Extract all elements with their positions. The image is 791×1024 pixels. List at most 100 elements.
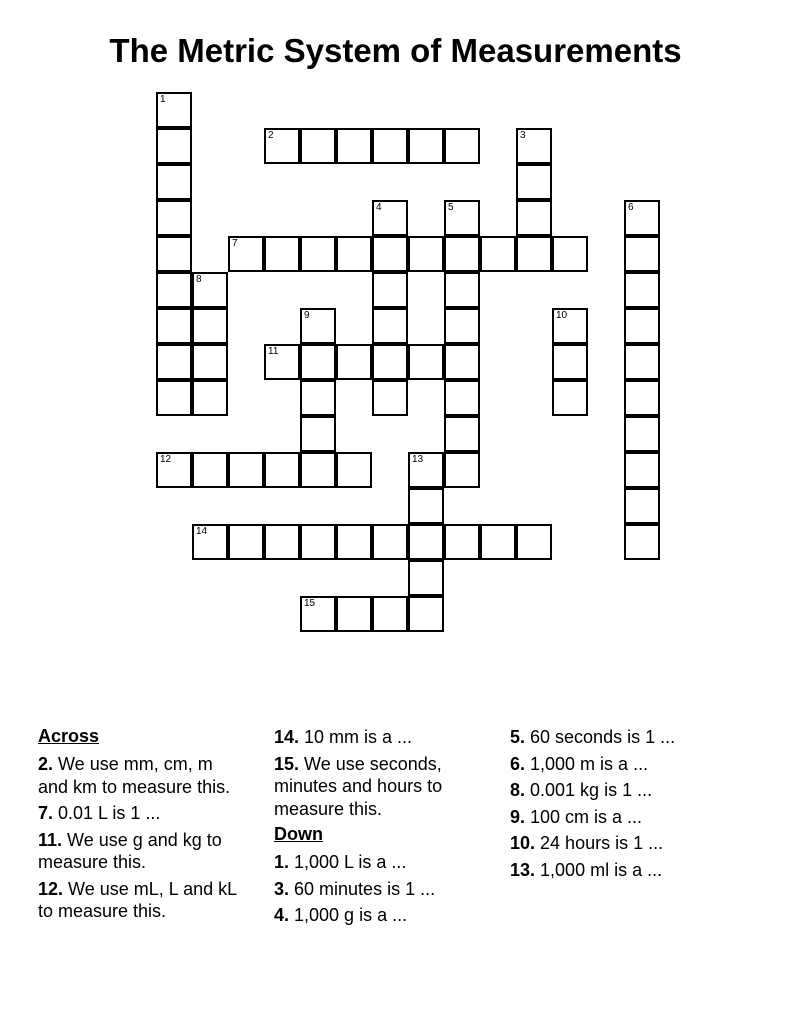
clue-column: 14. 10 mm is a ...15. We use seconds, mi… xyxy=(274,726,474,931)
crossword-cell[interactable]: 14 xyxy=(192,524,228,560)
clue-text: We use mL, L and kL to measure this. xyxy=(38,879,236,922)
crossword-cell[interactable]: 10 xyxy=(552,308,588,344)
crossword-cell[interactable] xyxy=(300,380,336,416)
crossword-cell[interactable]: 15 xyxy=(300,596,336,632)
crossword-cell[interactable] xyxy=(408,524,444,560)
crossword-cell[interactable] xyxy=(192,452,228,488)
crossword-cell[interactable] xyxy=(516,164,552,200)
crossword-cell[interactable] xyxy=(336,236,372,272)
crossword-cell[interactable] xyxy=(552,344,588,380)
crossword-cell[interactable] xyxy=(336,344,372,380)
crossword-cell[interactable] xyxy=(192,380,228,416)
crossword-cell[interactable] xyxy=(516,524,552,560)
crossword-cell[interactable]: 6 xyxy=(624,200,660,236)
crossword-cell[interactable] xyxy=(624,488,660,524)
crossword-cell[interactable]: 11 xyxy=(264,344,300,380)
crossword-cell[interactable] xyxy=(444,416,480,452)
crossword-cell[interactable] xyxy=(156,128,192,164)
crossword-cell[interactable] xyxy=(336,596,372,632)
crossword-cell[interactable] xyxy=(372,308,408,344)
clue-number: 15. xyxy=(274,754,299,774)
crossword-cell[interactable] xyxy=(192,344,228,380)
crossword-cell[interactable] xyxy=(408,488,444,524)
crossword-cell[interactable] xyxy=(300,344,336,380)
crossword-cell[interactable] xyxy=(372,524,408,560)
crossword-cell[interactable] xyxy=(480,524,516,560)
crossword-cell[interactable]: 12 xyxy=(156,452,192,488)
clue-number: 7. xyxy=(38,803,53,823)
clue-text: 0.01 L is 1 ... xyxy=(53,803,160,823)
crossword-cell[interactable] xyxy=(624,524,660,560)
crossword-cell[interactable] xyxy=(192,308,228,344)
crossword-cell[interactable] xyxy=(408,236,444,272)
crossword-cell[interactable] xyxy=(228,524,264,560)
crossword-cell[interactable] xyxy=(156,272,192,308)
crossword-cell[interactable] xyxy=(444,308,480,344)
clue-line: 5. 60 seconds is 1 ... xyxy=(510,726,710,749)
crossword-cell[interactable]: 13 xyxy=(408,452,444,488)
crossword-cell[interactable] xyxy=(336,128,372,164)
crossword-cell[interactable] xyxy=(372,128,408,164)
crossword-cell[interactable] xyxy=(300,128,336,164)
crossword-cell[interactable] xyxy=(624,380,660,416)
crossword-cell[interactable] xyxy=(336,524,372,560)
crossword-cell[interactable] xyxy=(444,128,480,164)
crossword-cell[interactable] xyxy=(264,524,300,560)
crossword-cell[interactable] xyxy=(516,200,552,236)
crossword-cell[interactable] xyxy=(624,272,660,308)
crossword-cell[interactable] xyxy=(300,236,336,272)
crossword-cell[interactable] xyxy=(408,596,444,632)
crossword-cell[interactable]: 9 xyxy=(300,308,336,344)
crossword-cell[interactable]: 7 xyxy=(228,236,264,272)
crossword-cell[interactable] xyxy=(372,380,408,416)
crossword-cell[interactable] xyxy=(372,236,408,272)
crossword-cell[interactable] xyxy=(156,236,192,272)
crossword-cell[interactable]: 1 xyxy=(156,92,192,128)
crossword-cell[interactable] xyxy=(300,416,336,452)
crossword-cell[interactable] xyxy=(300,524,336,560)
crossword-cell[interactable] xyxy=(480,236,516,272)
crossword-cell[interactable] xyxy=(624,416,660,452)
clue-text: 10 mm is a ... xyxy=(299,727,412,747)
crossword-cell[interactable] xyxy=(408,128,444,164)
crossword-cell[interactable] xyxy=(372,596,408,632)
clue-text: 1,000 L is a ... xyxy=(289,852,406,872)
crossword-cell[interactable] xyxy=(444,344,480,380)
crossword-cell[interactable] xyxy=(624,452,660,488)
crossword-cell[interactable] xyxy=(264,236,300,272)
crossword-cell[interactable] xyxy=(336,452,372,488)
crossword-cell[interactable] xyxy=(156,344,192,380)
crossword-cell[interactable] xyxy=(156,308,192,344)
crossword-cell[interactable]: 2 xyxy=(264,128,300,164)
crossword-cell[interactable] xyxy=(408,344,444,380)
crossword-cell[interactable]: 5 xyxy=(444,200,480,236)
crossword-cell[interactable] xyxy=(156,380,192,416)
crossword-cell[interactable] xyxy=(624,236,660,272)
crossword-cell[interactable] xyxy=(444,380,480,416)
crossword-cell[interactable] xyxy=(408,560,444,596)
crossword-cell[interactable] xyxy=(300,452,336,488)
cell-number: 11 xyxy=(268,346,278,357)
crossword-cell[interactable] xyxy=(624,308,660,344)
cell-number: 12 xyxy=(160,454,171,465)
crossword-cell[interactable]: 8 xyxy=(192,272,228,308)
crossword-cell[interactable]: 3 xyxy=(516,128,552,164)
clue-number: 14. xyxy=(274,727,299,747)
crossword-cell[interactable] xyxy=(156,164,192,200)
crossword-cell[interactable] xyxy=(372,272,408,308)
crossword-cell[interactable]: 4 xyxy=(372,200,408,236)
crossword-cell[interactable] xyxy=(264,452,300,488)
crossword-cell[interactable] xyxy=(228,452,264,488)
crossword-cell[interactable] xyxy=(444,236,480,272)
crossword-cell[interactable] xyxy=(444,272,480,308)
clue-number: 1. xyxy=(274,852,289,872)
crossword-cell[interactable] xyxy=(552,236,588,272)
crossword-cell[interactable] xyxy=(552,380,588,416)
crossword-cell[interactable] xyxy=(624,344,660,380)
crossword-cell[interactable] xyxy=(372,344,408,380)
crossword-cell[interactable] xyxy=(444,524,480,560)
clue-line: 9. 100 cm is a ... xyxy=(510,806,710,829)
crossword-cell[interactable] xyxy=(516,236,552,272)
crossword-cell[interactable] xyxy=(444,452,480,488)
crossword-cell[interactable] xyxy=(156,200,192,236)
